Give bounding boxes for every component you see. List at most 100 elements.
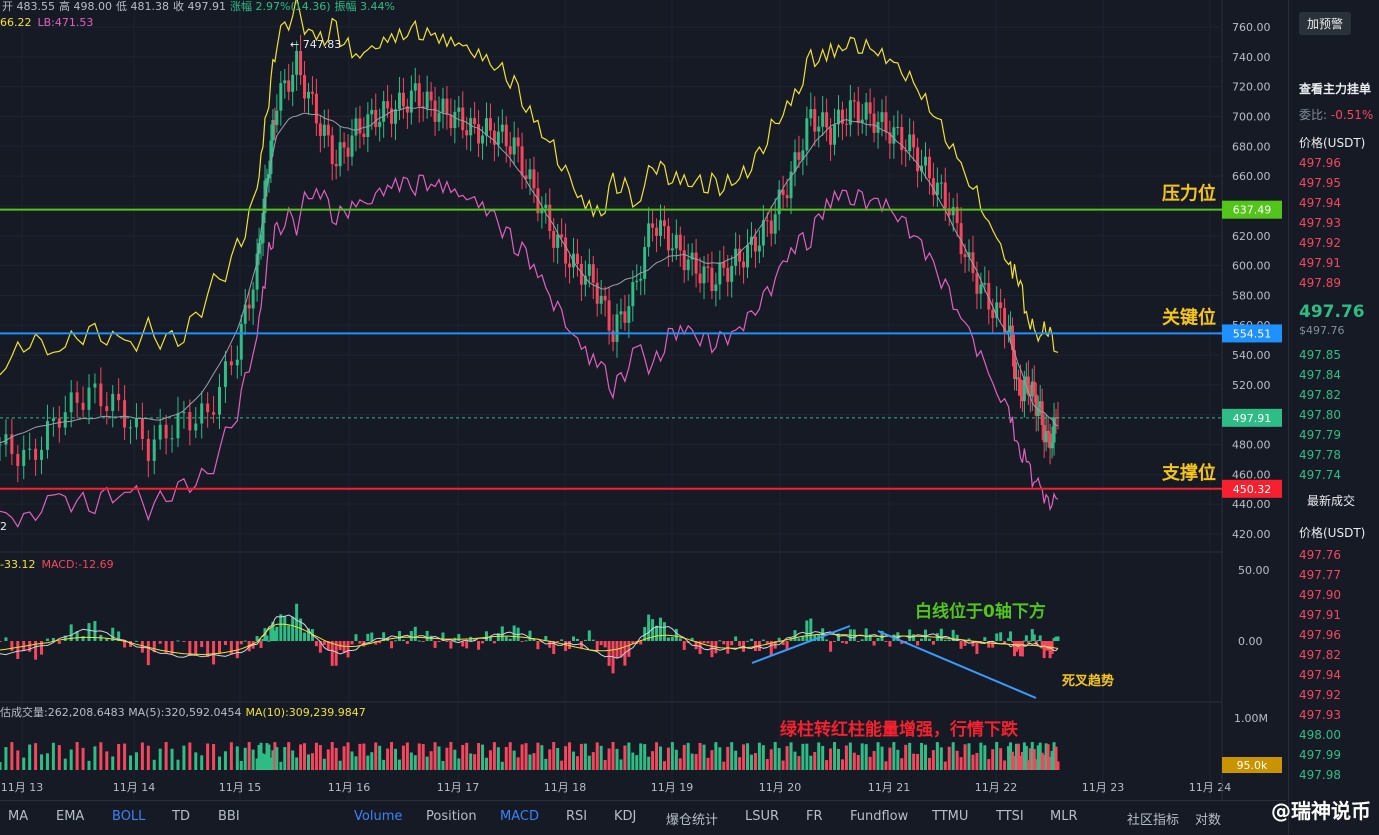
volume-bar <box>579 743 583 770</box>
toolbar-lsur[interactable]: LSUR <box>745 809 780 824</box>
toolbar-bbi[interactable]: BBI <box>218 809 240 824</box>
macd-bar <box>1030 629 1034 641</box>
volume-bar <box>1016 743 1020 770</box>
level-name-1: 关键位 <box>1162 306 1216 328</box>
macd-bar <box>888 641 892 647</box>
volume-bar <box>746 743 750 770</box>
toolbar-ttsi[interactable]: TTSI <box>996 809 1024 824</box>
toolbar-td[interactable]: TD <box>172 809 190 824</box>
candle-body <box>481 135 485 144</box>
toolbar-fundflow[interactable]: Fundflow <box>850 809 909 824</box>
candle-body <box>140 418 144 439</box>
candle-body <box>536 188 540 214</box>
candle-body <box>797 152 801 160</box>
view-main-orders[interactable]: 查看主力挂单 <box>1299 82 1372 96</box>
macd-bar <box>295 603 299 641</box>
candle-body <box>722 262 726 268</box>
macd-bar <box>963 641 967 646</box>
candle-body <box>508 146 512 155</box>
volume-bar <box>34 743 38 770</box>
candle-body <box>263 180 267 213</box>
volume-bar <box>1052 742 1056 770</box>
volume-bar <box>749 754 753 770</box>
candle-body <box>176 413 180 439</box>
toolbar-fr[interactable]: FR <box>806 809 823 824</box>
volume-bar <box>995 742 999 770</box>
macd-bar <box>342 641 346 653</box>
volume-bar <box>10 742 14 770</box>
candle-body <box>81 402 85 410</box>
x-tick: 11月 17 <box>437 781 480 794</box>
macd-bar <box>283 615 287 641</box>
volume-bar <box>16 750 20 770</box>
macd-bar <box>405 641 409 644</box>
toolbar-ema[interactable]: EMA <box>56 809 85 824</box>
toolbar-ma[interactable]: MA <box>8 809 29 824</box>
toolbar-volume[interactable]: Volume <box>354 809 403 824</box>
macd-dif-line <box>0 614 1059 659</box>
toolbar-macd[interactable]: MACD <box>500 809 539 824</box>
volume-bar <box>330 742 334 770</box>
trades-title[interactable]: 最新成交 <box>1307 494 1356 508</box>
macd-bar <box>1018 641 1022 657</box>
macd-bar <box>129 641 133 647</box>
volume-bar <box>904 744 908 770</box>
volume-bar <box>239 760 243 770</box>
macd-bar <box>548 641 552 648</box>
macd-bar <box>789 638 793 641</box>
volume-bar <box>714 742 718 770</box>
macd-bar <box>833 641 837 642</box>
candle-body <box>362 133 366 138</box>
candle-body <box>813 109 817 132</box>
candle-body <box>117 393 121 401</box>
macd-bar <box>425 630 429 641</box>
toolbar-ttmu[interactable]: TTMU <box>932 809 969 824</box>
candle-body <box>805 118 809 151</box>
price-tick: 420.00 <box>1232 528 1271 541</box>
volume-bar <box>433 742 437 770</box>
macd-bar <box>678 638 682 641</box>
candle-body <box>856 101 860 124</box>
add-alert-button[interactable]: 加预警 <box>1299 12 1352 35</box>
volume-tick: 1.00M <box>1234 712 1268 725</box>
toolbar-position[interactable]: Position <box>426 809 477 824</box>
volume-bar <box>730 742 734 770</box>
toolbar-社区指标[interactable]: 社区指标 <box>1127 813 1180 828</box>
annotation-white-line: 白线位于0轴下方 <box>915 601 1046 622</box>
boll-mid-line <box>0 106 1059 444</box>
candle-body <box>405 106 409 113</box>
toolbar-rsi[interactable]: RSI <box>566 809 588 824</box>
volume-bar <box>394 748 398 770</box>
macd-bar <box>261 638 265 641</box>
candle-body <box>200 403 204 424</box>
candle-body <box>639 278 643 281</box>
toolbar-对数[interactable]: 对数 <box>1195 813 1222 828</box>
toolbar-mlr[interactable]: MLR <box>1050 809 1078 824</box>
volume-bar <box>607 748 611 770</box>
macd-bar <box>856 641 860 642</box>
candle-body <box>484 118 488 136</box>
toolbar-爆仓统计[interactable]: 爆仓统计 <box>666 813 719 828</box>
volume-bar <box>271 750 275 770</box>
volume-bar <box>267 744 271 770</box>
candle-body <box>730 265 734 282</box>
candle-body <box>235 359 239 366</box>
volume-bar <box>805 743 809 770</box>
boll-lb: LB:471.53 <box>37 16 94 29</box>
macd-bar <box>441 632 445 641</box>
macd-bar <box>457 634 461 641</box>
volume-bar <box>338 760 342 770</box>
boll-readout: 66.22 LB:471.53 <box>0 16 93 29</box>
candle-body <box>548 204 552 231</box>
toolbar-kdj[interactable]: KDJ <box>614 809 637 824</box>
volume-bar <box>1050 750 1054 770</box>
volume-bar <box>781 760 785 770</box>
trade-row: 497.92 <box>1299 688 1341 702</box>
toolbar-boll[interactable]: BOLL <box>112 809 146 824</box>
candle-body <box>647 223 651 248</box>
macd-bar <box>520 641 524 642</box>
volume-bar <box>261 753 265 770</box>
vol-value: 估成交量:262,208.6483 <box>0 706 125 719</box>
price-tick: 680.00 <box>1232 140 1271 153</box>
price-chart[interactable]: 760.00740.00720.00700.00680.00660.00640.… <box>0 0 1286 834</box>
